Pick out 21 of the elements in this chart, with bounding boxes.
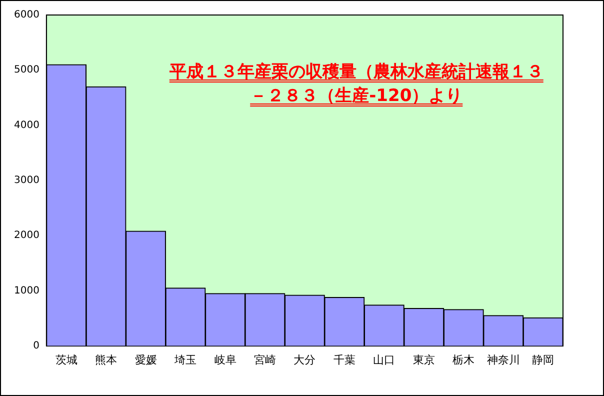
y-tick-label: 0 — [33, 340, 40, 352]
x-tick-label: 栃木 — [452, 353, 475, 366]
x-tick-label: 埼玉 — [174, 353, 197, 366]
y-tick-label: 3000 — [14, 174, 40, 186]
x-tick-label: 宮崎 — [254, 353, 276, 366]
x-tick-label: 愛媛 — [134, 353, 157, 366]
y-tick-label: 2000 — [14, 230, 40, 242]
x-tick-label: 山口 — [373, 353, 396, 366]
x-tick-label: 東京 — [412, 353, 435, 366]
x-tick-label: 茨城 — [55, 353, 78, 366]
x-tick-label: 大分 — [294, 353, 316, 366]
x-tick-label: 岐阜 — [214, 353, 236, 366]
y-tick-label: 5000 — [14, 64, 40, 76]
text: 平成１３年産栗の収穫量（農林水産統計速報１３－２８３（生産-120）より — [168, 62, 544, 106]
x-tick-label: 神奈川 — [486, 353, 520, 366]
x-tick-label: 熊本 — [95, 353, 118, 366]
x-tick-label: 静岡 — [532, 353, 554, 366]
x-tick-label: 千葉 — [333, 353, 356, 366]
y-tick-label: 4000 — [14, 120, 40, 131]
y-tick-label: 6000 — [14, 10, 40, 21]
y-tick-label: 1000 — [14, 285, 40, 296]
